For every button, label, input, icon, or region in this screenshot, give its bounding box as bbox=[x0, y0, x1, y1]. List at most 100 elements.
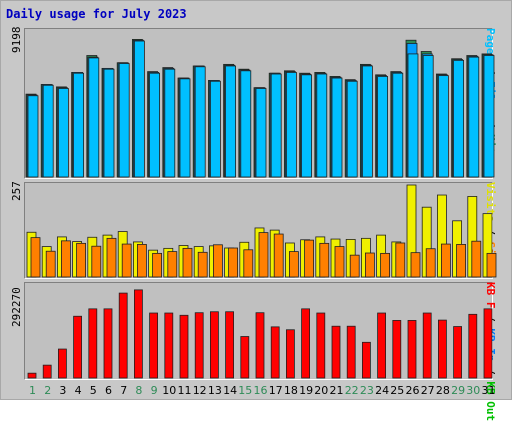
bar-sites-28 bbox=[440, 243, 451, 278]
day-label-1: 1 bbox=[29, 384, 36, 397]
day-label-8: 8 bbox=[135, 384, 142, 397]
bar-pages-6 bbox=[103, 68, 115, 178]
day-label-9: 9 bbox=[151, 384, 158, 397]
bar-kbf-25 bbox=[392, 320, 402, 379]
day-label-10: 10 bbox=[162, 384, 176, 397]
bar-pages-13 bbox=[209, 80, 221, 178]
bar-sites-7 bbox=[121, 243, 132, 278]
bar-kbf-19 bbox=[301, 308, 311, 379]
bar-pages-15 bbox=[240, 70, 252, 178]
bar-pages-1 bbox=[27, 95, 39, 178]
day-label-27: 27 bbox=[421, 384, 435, 397]
bar-sites-1 bbox=[30, 237, 41, 278]
bar-sites-24 bbox=[380, 252, 391, 278]
bar-pages-16 bbox=[255, 88, 267, 178]
day-label-16: 16 bbox=[254, 384, 268, 397]
bar-sites-10 bbox=[167, 251, 178, 278]
bar-sites-23 bbox=[364, 252, 375, 278]
day-label-6: 6 bbox=[105, 384, 112, 397]
bar-kbf-22 bbox=[346, 325, 356, 379]
bar-sites-4 bbox=[76, 242, 86, 278]
bar-kbf-28 bbox=[437, 319, 447, 379]
bar-pages-26 bbox=[407, 53, 419, 178]
day-label-11: 11 bbox=[178, 384, 192, 397]
bar-kbf-12 bbox=[194, 312, 204, 379]
bar-kbf-24 bbox=[377, 312, 387, 379]
bar-pages-20 bbox=[316, 73, 328, 178]
bar-sites-3 bbox=[61, 240, 71, 278]
bar-pages-31 bbox=[483, 55, 495, 178]
day-label-24: 24 bbox=[375, 384, 389, 397]
bar-kbf-14 bbox=[225, 311, 235, 379]
bar-sites-8 bbox=[136, 244, 147, 278]
bar-kbf-29 bbox=[453, 326, 463, 379]
bar-sites-29 bbox=[456, 244, 467, 278]
bar-pages-18 bbox=[285, 72, 297, 178]
bar-pages-10 bbox=[164, 68, 176, 178]
bar-pages-23 bbox=[361, 65, 373, 178]
bar-pages-17 bbox=[270, 73, 282, 178]
bar-kbf-7 bbox=[118, 292, 128, 379]
bar-sites-20 bbox=[319, 242, 330, 278]
bar-pages-7 bbox=[118, 63, 130, 178]
day-label-18: 18 bbox=[284, 384, 298, 397]
chart-title: Daily usage for July 2023 bbox=[6, 7, 187, 21]
bar-pages-28 bbox=[437, 75, 449, 178]
bar-pages-22 bbox=[346, 80, 358, 178]
bar-sites-12 bbox=[197, 251, 208, 278]
day-label-5: 5 bbox=[90, 384, 97, 397]
bar-kbf-10 bbox=[164, 312, 174, 379]
day-label-29: 29 bbox=[451, 384, 465, 397]
day-label-23: 23 bbox=[360, 384, 374, 397]
bar-kbf-20 bbox=[316, 312, 326, 379]
chart-bars: 1 2 3 4 5 6 7 8 9 10 11 12 13 14 15 16 17 18 19 20 21 22 23 24 2… bbox=[25, 39, 497, 397]
bar-sites-25 bbox=[395, 242, 406, 278]
bar-pages-12 bbox=[194, 66, 206, 178]
day-label-20: 20 bbox=[314, 384, 328, 397]
day-label-30: 30 bbox=[466, 384, 480, 397]
bar-pages-21 bbox=[331, 77, 343, 178]
bar-kbf-17 bbox=[270, 326, 280, 379]
day-label-13: 13 bbox=[208, 384, 222, 397]
bar-kbf-26 bbox=[407, 320, 417, 379]
bar-pages-5 bbox=[88, 57, 100, 178]
bar-kbf-1 bbox=[27, 372, 37, 379]
bar-kbf-23 bbox=[361, 341, 371, 379]
day-label-7: 7 bbox=[120, 384, 127, 397]
bar-sites-26 bbox=[410, 252, 421, 278]
bar-sites-5 bbox=[91, 245, 102, 278]
bar-kbf-5 bbox=[88, 308, 98, 379]
bar-sites-17 bbox=[273, 233, 284, 278]
bar-sites-31 bbox=[486, 252, 497, 278]
bar-sites-11 bbox=[182, 247, 193, 278]
bar-kbf-4 bbox=[73, 315, 82, 379]
day-label-21: 21 bbox=[330, 384, 344, 397]
day-label-4: 4 bbox=[75, 384, 82, 397]
bar-sites-14 bbox=[228, 247, 239, 278]
bar-kbf-3 bbox=[58, 348, 67, 379]
bar-sites-22 bbox=[349, 254, 360, 278]
bar-sites-27 bbox=[425, 248, 436, 278]
bar-pages-30 bbox=[468, 56, 480, 178]
bar-sites-16 bbox=[258, 232, 269, 278]
bar-sites-15 bbox=[243, 249, 254, 278]
bar-sites-21 bbox=[334, 246, 345, 278]
bar-pages-14 bbox=[225, 65, 237, 178]
bar-kbf-27 bbox=[422, 312, 432, 379]
bar-sites-6 bbox=[106, 237, 117, 278]
day-label-26: 26 bbox=[406, 384, 420, 397]
bar-pages-25 bbox=[392, 72, 404, 178]
bar-pages-19 bbox=[301, 74, 313, 178]
day-label-25: 25 bbox=[390, 384, 404, 397]
bar-pages-8 bbox=[133, 40, 145, 178]
bar-kbf-30 bbox=[468, 313, 478, 379]
bar-pages-29 bbox=[453, 59, 465, 178]
bar-kbf-2 bbox=[42, 364, 52, 379]
day-label-14: 14 bbox=[223, 384, 237, 397]
bar-sites-9 bbox=[152, 252, 163, 278]
day-label-28: 28 bbox=[436, 384, 450, 397]
bar-pages-24 bbox=[377, 76, 389, 178]
bar-pages-2 bbox=[42, 84, 54, 178]
day-label-2: 2 bbox=[44, 384, 51, 397]
